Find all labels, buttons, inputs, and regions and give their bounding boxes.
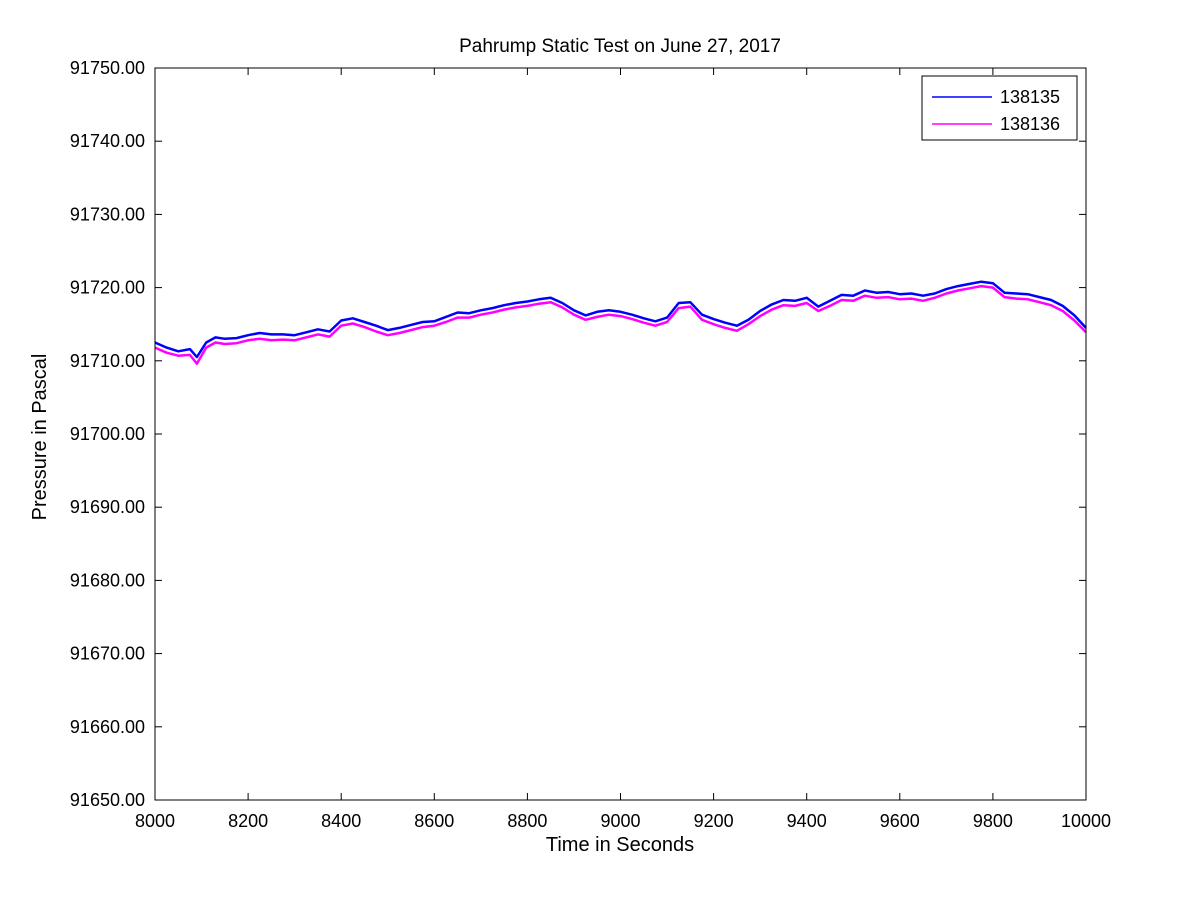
ticks-layer: 8000 8200 8400 8600 8800 9000 9200 9400 9600 9800… [70,58,1111,831]
y-tick-label: 91740.00 [70,131,145,151]
x-tick-label: 8000 [135,811,175,831]
series-line-138136 [154,284,1087,365]
y-tick-label: 91730.00 [70,204,145,224]
y-tick-label: 91710.00 [70,351,145,371]
y-tick-label: 91720.00 [70,278,145,298]
x-tick-label: 8800 [507,811,547,831]
x-tick-label: 8600 [414,811,454,831]
x-tick-label: 10000 [1061,811,1111,831]
y-tick-label: 91680.00 [70,570,145,590]
y-tick-label: 91650.00 [70,790,145,810]
x-tick-label: 8400 [321,811,361,831]
x-axis-label: Time in Seconds [546,834,694,856]
y-tick-label: 91660.00 [70,717,145,737]
y-tick-label: 91690.00 [70,497,145,517]
x-tick-label: 9200 [694,811,734,831]
y-axis-label: Pressure in Pascal [29,354,51,521]
legend-label-138135: 138135 [1000,87,1060,107]
x-tick-label: 9000 [600,811,640,831]
y-tick-label: 91700.00 [70,424,145,444]
legend-box [921,75,1078,141]
plot-frame [154,67,1087,801]
x-tick-label: 9400 [787,811,827,831]
legend: 138135 138136 [921,75,1078,141]
y-tick-label: 91750.00 [70,58,145,78]
x-tick-label: 9800 [973,811,1013,831]
x-tick-label: 8200 [228,811,268,831]
y-tick-label: 91670.00 [70,644,145,664]
series-line-138135 [154,280,1087,359]
x-tick-label: 9600 [880,811,920,831]
series-layer [154,280,1087,365]
legend-label-138136: 138136 [1000,114,1060,134]
chart-title: Pahrump Static Test on June 27, 2017 [459,36,781,57]
